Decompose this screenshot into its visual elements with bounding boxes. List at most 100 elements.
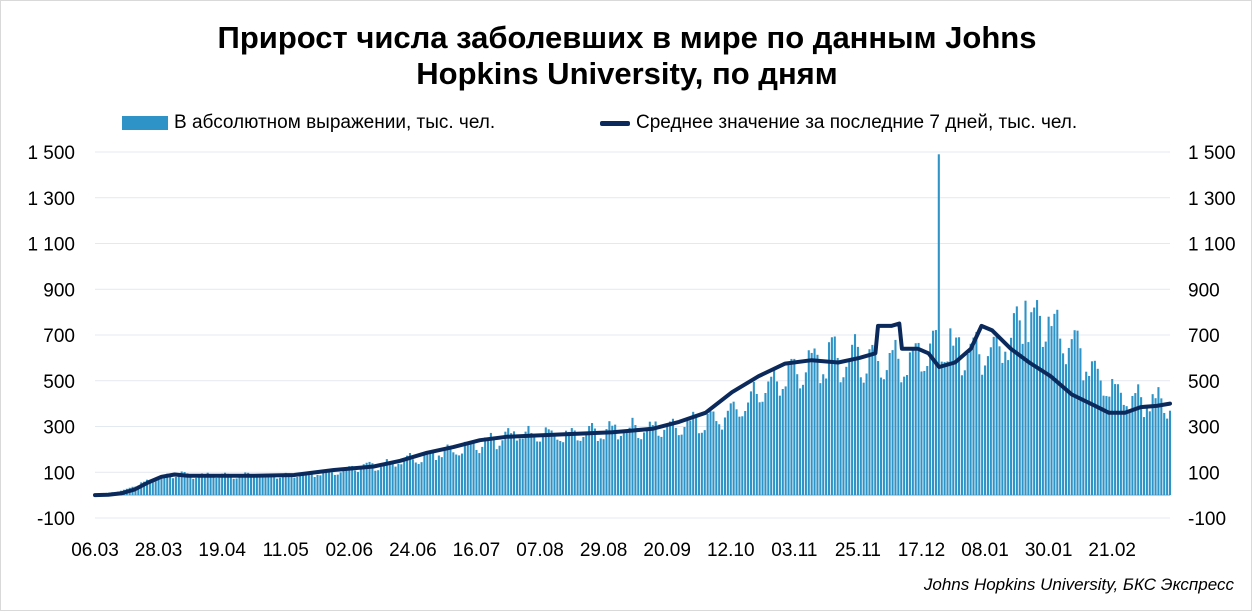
bar <box>891 350 894 496</box>
bar <box>287 473 290 496</box>
bar <box>926 366 929 496</box>
bar <box>261 474 264 496</box>
bar <box>903 376 906 496</box>
y-tick-left: 700 <box>43 326 75 347</box>
y-tick-right: 700 <box>1188 326 1220 347</box>
bar <box>582 436 585 496</box>
bar <box>400 464 403 496</box>
bar <box>960 375 963 496</box>
bar <box>1145 407 1148 496</box>
bar <box>851 344 854 496</box>
y-tick-right: 900 <box>1188 280 1220 301</box>
bar <box>617 439 620 496</box>
bar <box>1073 330 1076 496</box>
bar <box>807 350 810 496</box>
x-tick: 25.11 <box>835 540 881 561</box>
bar <box>521 438 524 496</box>
bar <box>547 429 550 496</box>
bar <box>1168 410 1172 496</box>
bar <box>218 477 221 496</box>
bar <box>853 334 857 496</box>
bar <box>952 345 955 496</box>
bar <box>1140 397 1143 496</box>
bar <box>992 336 995 496</box>
bar <box>397 463 400 496</box>
bar <box>868 349 871 496</box>
bar <box>212 477 215 496</box>
bar <box>501 440 504 496</box>
bar <box>801 384 805 496</box>
bar <box>706 413 709 496</box>
bar <box>322 472 325 496</box>
legend-bar-swatch <box>122 116 168 130</box>
bar <box>273 477 276 496</box>
bar <box>1076 330 1079 496</box>
bar <box>822 374 825 496</box>
bar <box>946 361 949 496</box>
bar <box>481 446 484 496</box>
bar <box>466 444 469 496</box>
bar <box>319 475 322 496</box>
bar <box>608 421 611 496</box>
bar <box>845 366 848 496</box>
bar <box>723 417 727 496</box>
bar <box>628 427 631 496</box>
bar <box>484 437 487 496</box>
bar <box>192 478 195 496</box>
bar <box>197 475 201 496</box>
bar <box>148 480 151 496</box>
bar <box>377 470 380 496</box>
bar <box>446 444 449 496</box>
bar <box>981 374 984 496</box>
bar <box>966 353 969 496</box>
chart-title: Прирост числа заболевших в мире по данны… <box>0 20 1254 92</box>
bar <box>160 475 163 496</box>
bar <box>593 428 596 496</box>
bar <box>382 463 386 496</box>
bar <box>825 378 828 496</box>
bar <box>894 339 897 496</box>
bar <box>1108 396 1111 496</box>
bar <box>310 472 313 496</box>
bar <box>296 476 299 496</box>
bar <box>518 438 521 496</box>
bar <box>270 475 273 496</box>
x-tick: 07.08 <box>516 540 564 561</box>
bar <box>686 419 689 496</box>
bar <box>209 474 212 496</box>
x-tick: 30.01 <box>1025 540 1073 561</box>
bar <box>530 432 533 496</box>
bar <box>923 370 926 496</box>
bar <box>813 348 816 496</box>
bar <box>758 402 761 496</box>
bar <box>472 442 475 496</box>
x-tick: 06.03 <box>71 540 119 561</box>
bar <box>937 154 940 496</box>
bar <box>177 475 180 496</box>
bar <box>538 441 542 496</box>
bar <box>744 410 747 496</box>
bar <box>879 377 883 496</box>
bar <box>380 467 383 496</box>
bar <box>793 358 796 496</box>
bar <box>683 426 686 496</box>
bar <box>235 478 238 496</box>
bar <box>908 352 911 496</box>
bar <box>712 411 715 496</box>
y-tick-right: 100 <box>1188 463 1220 484</box>
bar <box>348 466 351 496</box>
bar <box>495 449 498 496</box>
bar <box>232 478 235 496</box>
bar <box>689 420 692 496</box>
bar <box>336 474 339 496</box>
bar <box>1166 418 1169 496</box>
bar <box>622 431 625 496</box>
bar <box>836 357 839 496</box>
bar <box>1148 411 1151 496</box>
bar <box>934 330 937 496</box>
bar <box>943 362 946 496</box>
bar <box>157 477 160 496</box>
bar <box>614 424 617 496</box>
y-tick-left: 100 <box>43 463 75 484</box>
bar <box>163 475 166 496</box>
